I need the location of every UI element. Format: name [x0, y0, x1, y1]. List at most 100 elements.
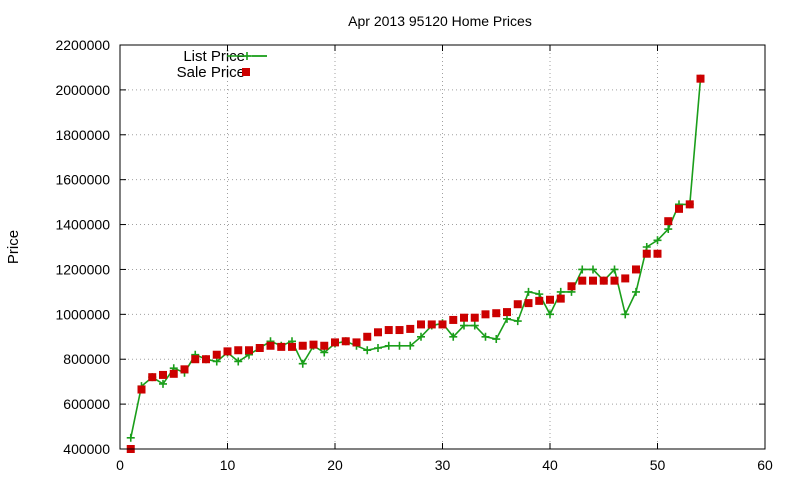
sale-price-point	[341, 337, 350, 346]
sale-price-point	[277, 342, 286, 351]
list-price-point	[159, 379, 167, 388]
axis-ticks: 400000 600000 800000 1000000 1200000 1400000 1…	[55, 37, 773, 473]
y-tick-label: 2000000	[55, 82, 110, 98]
list-price-point	[481, 332, 490, 341]
sale-price-point	[696, 74, 705, 83]
sale-price-point	[363, 332, 372, 341]
sale-price-point	[417, 320, 425, 329]
sale-price-point	[675, 204, 683, 213]
sale-price-point	[503, 308, 511, 317]
sale-price-point	[245, 346, 253, 355]
list-price-point	[363, 346, 372, 355]
list-price-point	[492, 335, 501, 344]
list-price-point	[546, 310, 554, 319]
sale-price-point	[589, 276, 597, 285]
sale-price-point	[556, 294, 565, 303]
x-tick-label: 40	[542, 457, 558, 473]
x-tick-label: 20	[327, 457, 343, 473]
sale-price-point	[137, 385, 146, 394]
list-price-point	[556, 287, 565, 296]
list-price-point	[621, 310, 630, 319]
y-tick-label: 1600000	[55, 172, 110, 188]
list-price-point	[535, 290, 544, 299]
list-price-point	[513, 317, 522, 326]
sale-price-point	[524, 299, 533, 308]
x-tick-label: 10	[220, 457, 236, 473]
sale-price-point	[632, 265, 640, 274]
sale-price-point	[460, 313, 468, 322]
grid-lines	[120, 45, 765, 449]
sale-price-point	[578, 276, 587, 285]
y-tick-label: 1000000	[55, 306, 110, 322]
sale-price-point	[234, 346, 243, 355]
sale-price-point	[169, 369, 178, 378]
list-price-point	[417, 332, 425, 341]
list-price-point	[589, 265, 597, 274]
sale-price-point	[298, 341, 307, 350]
y-tick-label: 1200000	[55, 261, 110, 277]
sale-price-point	[653, 249, 662, 258]
sale-price-point	[642, 249, 651, 258]
list-price-point	[406, 341, 415, 350]
sale-price-point	[255, 344, 264, 352]
legend-label-list-price: List Price	[183, 48, 245, 65]
sale-price-point	[384, 326, 393, 335]
sale-price-point	[374, 328, 382, 337]
sale-price-point	[148, 373, 157, 382]
list-price-point	[384, 341, 393, 350]
sale-price-point	[513, 300, 522, 309]
sale-price-point	[567, 282, 576, 291]
x-tick-label: 0	[116, 457, 124, 473]
list-price-point	[395, 341, 404, 350]
list-price-point	[126, 433, 135, 442]
list-price-point	[610, 265, 619, 274]
sale-price-point	[266, 341, 275, 350]
x-tick-label: 30	[435, 457, 451, 473]
sale-price-point	[621, 274, 630, 283]
list-price-point	[320, 348, 329, 357]
list-price-point	[234, 357, 243, 366]
list-price-point	[642, 243, 651, 251]
y-tick-label: 1800000	[55, 127, 110, 143]
sale-price-point	[159, 370, 167, 379]
sale-price-point	[599, 276, 608, 285]
list-price-point	[460, 321, 468, 330]
y-tick-label: 2200000	[55, 37, 110, 53]
sale-price-point	[664, 217, 673, 226]
sale-price-point	[180, 365, 189, 374]
sale-price-point	[320, 341, 329, 350]
plot-marks	[126, 74, 705, 453]
sale-price-point	[331, 338, 339, 347]
sale-price-point	[685, 200, 694, 209]
sale-price-point	[309, 340, 318, 349]
list-price-point	[298, 359, 307, 368]
list-price-point	[212, 357, 221, 366]
list-price-point	[664, 225, 673, 234]
sale-price-point	[202, 355, 210, 364]
list-price-point	[524, 287, 533, 296]
sale-price-point	[481, 310, 490, 319]
plot-frame	[119, 44, 766, 450]
list-price-point	[632, 287, 640, 296]
y-axis-label: Price	[5, 230, 22, 264]
list-price-point	[470, 321, 479, 330]
x-tick-label: 50	[650, 457, 666, 473]
chart-title: Apr 2013 95120 Home Prices	[348, 13, 532, 29]
legend: List Price Sale Price	[177, 48, 267, 81]
sale-price-point	[395, 326, 404, 335]
sale-price-point	[492, 309, 501, 318]
list-price-point	[449, 332, 458, 341]
y-tick-label: 400000	[63, 441, 110, 457]
list-price-point	[503, 314, 511, 323]
sale-price-point	[438, 320, 447, 329]
sale-price-point	[535, 296, 544, 305]
y-tick-label: 1400000	[55, 217, 110, 233]
sale-price-point	[470, 313, 479, 322]
sale-price-point	[449, 315, 458, 324]
y-tick-label: 600000	[63, 396, 110, 412]
legend-marker-list-price	[243, 52, 251, 60]
list-price-point	[653, 236, 662, 245]
list-price-line	[130, 78, 702, 438]
sale-price-point	[191, 355, 200, 364]
